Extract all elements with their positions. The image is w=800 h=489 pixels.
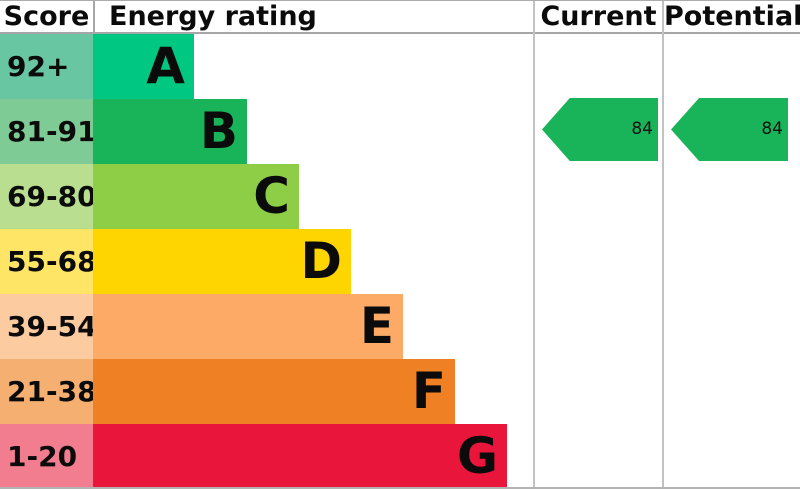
band-letter-D: D [300, 232, 342, 290]
potential-column-divider [662, 1, 664, 489]
band-row-C: 69-80 C [0, 164, 800, 229]
band-letter-G: G [456, 427, 498, 485]
score-column-header: Score [0, 1, 95, 32]
score-range-G: 1-20 [0, 424, 93, 489]
potential-rating-arrow: 84 [671, 98, 788, 161]
rating-band-rows: 92+ A 81-91 B 69-80 C 55-68 D 39-54 E 21-38 F 1-20 G [0, 34, 800, 489]
current-rating-value: 84 [631, 119, 653, 139]
band-row-E: 39-54 E [0, 294, 800, 359]
band-bar-E: E [93, 294, 403, 359]
current-column-header: Current [540, 1, 657, 32]
band-bar-F: F [93, 359, 455, 424]
band-letter-F: F [411, 362, 446, 420]
band-letter-B: B [199, 102, 238, 160]
band-letter-E: E [359, 297, 394, 355]
band-bar-A: A [93, 34, 194, 99]
band-row-A: 92+ A [0, 34, 800, 99]
band-letter-C: C [253, 167, 290, 225]
band-row-B: 81-91 B [0, 99, 800, 164]
band-row-F: 21-38 F [0, 359, 800, 424]
band-letter-A: A [146, 37, 185, 95]
chart-bottom-border [0, 487, 800, 489]
score-range-E: 39-54 [0, 294, 97, 359]
band-bar-D: D [93, 229, 351, 294]
potential-rating-value: 84 [761, 119, 783, 139]
energy-rating-column-header: Energy rating [109, 1, 317, 32]
score-range-A: 92+ [0, 34, 93, 99]
chart-header-row: Score Energy rating Current Potential [0, 1, 800, 34]
band-bar-C: C [93, 164, 299, 229]
potential-column-header: Potential [664, 1, 800, 32]
current-rating-arrow: 84 [542, 98, 658, 161]
score-range-C: 69-80 [0, 164, 97, 229]
band-bar-B: B [93, 99, 247, 164]
band-row-D: 55-68 D [0, 229, 800, 294]
score-range-D: 55-68 [0, 229, 97, 294]
score-range-F: 21-38 [0, 359, 97, 424]
score-range-B: 81-91 [0, 99, 97, 164]
band-bar-G: G [93, 424, 507, 489]
current-column-divider [533, 1, 535, 489]
band-row-G: 1-20 G [0, 424, 800, 489]
